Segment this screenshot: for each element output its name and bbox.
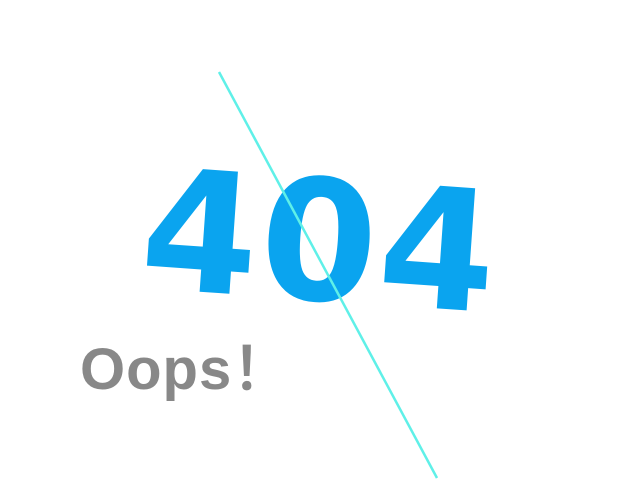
error-code-text: 404 — [135, 132, 504, 352]
error-message: Oops！ — [80, 337, 292, 402]
